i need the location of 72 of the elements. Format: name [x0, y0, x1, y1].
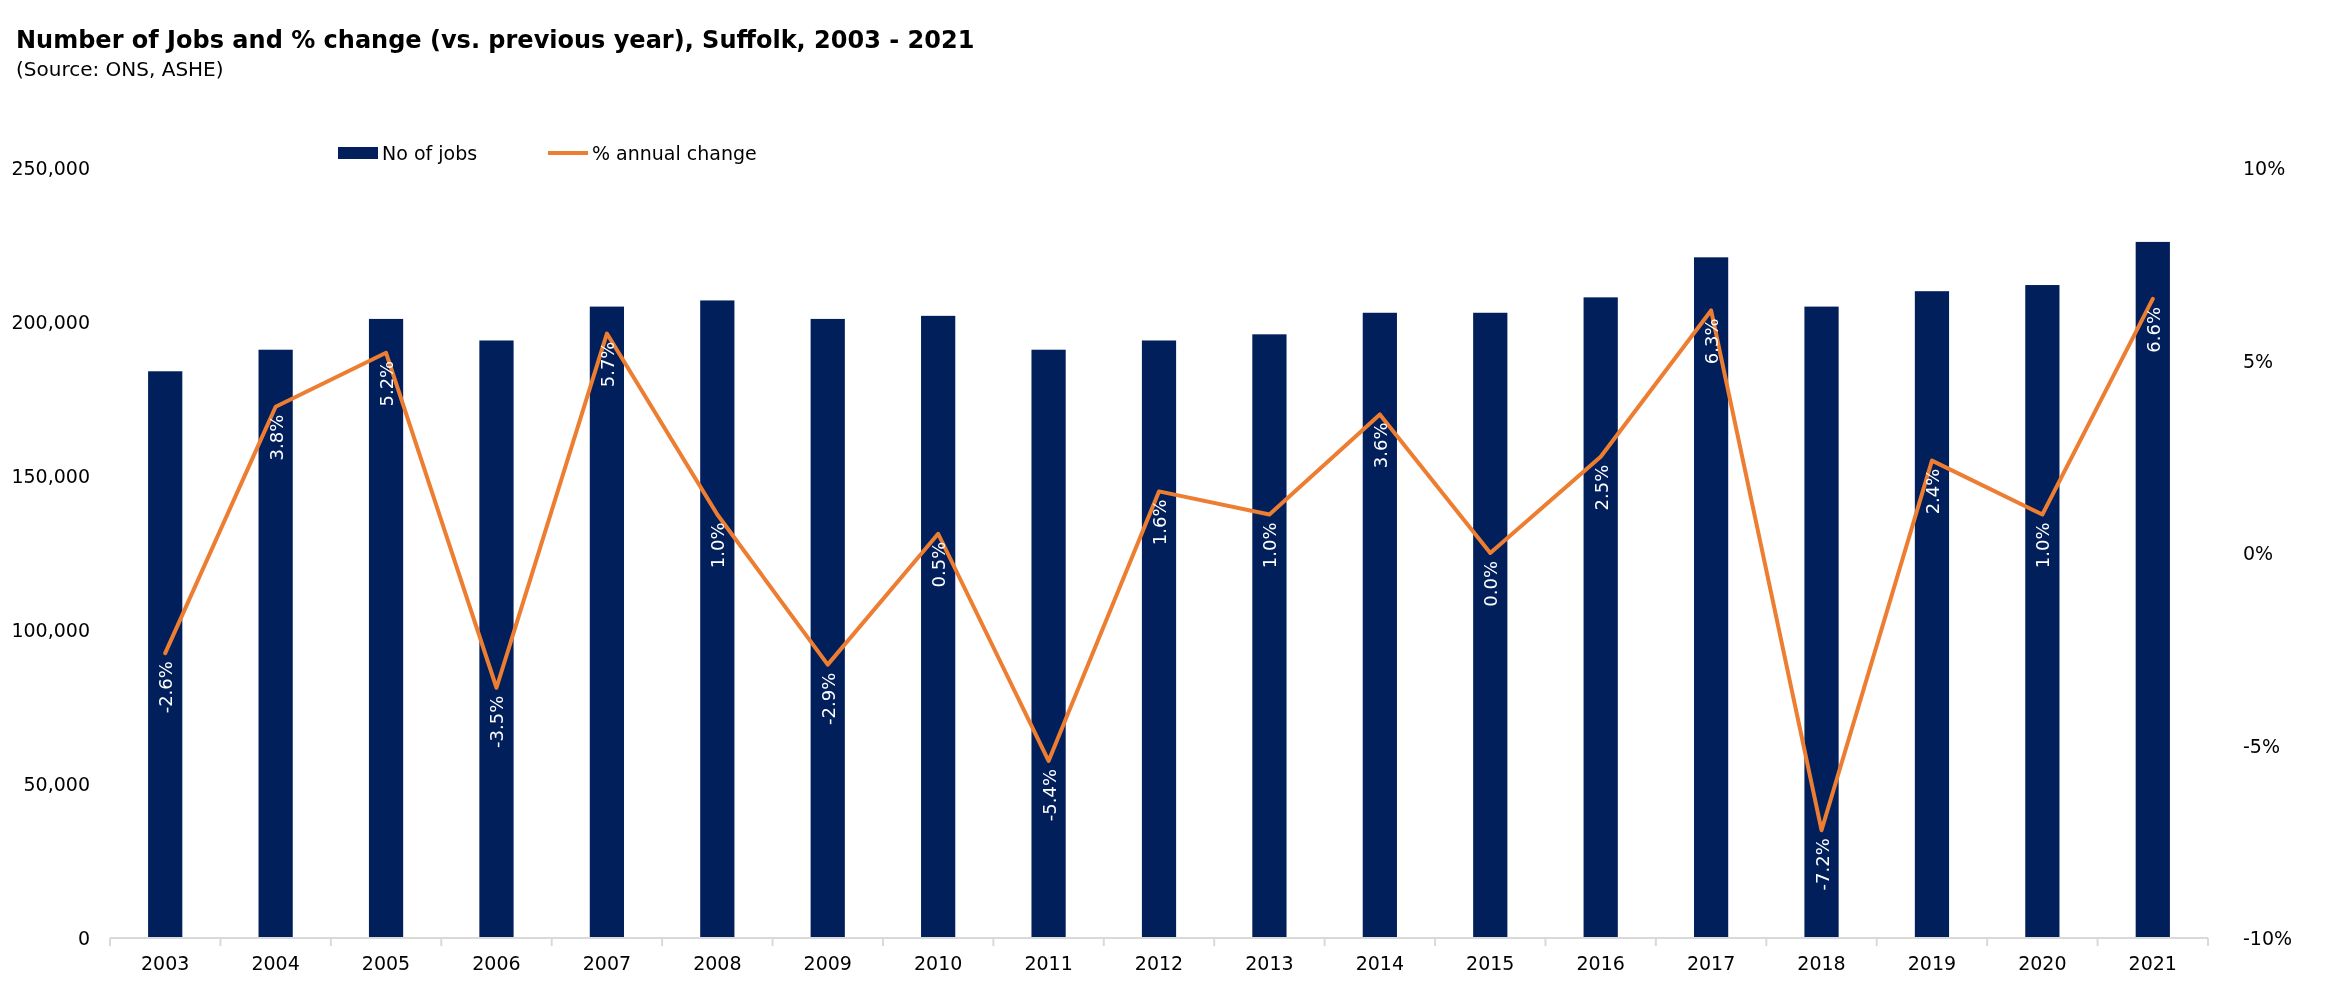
- data-label: 0.5%: [928, 541, 950, 588]
- x-tick-label: 2014: [1355, 952, 1405, 974]
- data-label: 1.0%: [2032, 522, 2054, 569]
- y-tick-label: 250,000: [11, 157, 90, 179]
- bar: [368, 318, 404, 938]
- x-tick-label: 2013: [1245, 952, 1294, 974]
- y-tick-label: 50,000: [23, 773, 90, 795]
- legend-label: No of jobs: [382, 142, 478, 164]
- data-label: -2.9%: [817, 672, 839, 725]
- data-label: 1.0%: [707, 522, 729, 569]
- x-tick-label: 2007: [582, 952, 632, 974]
- legend-label: % annual change: [592, 142, 757, 164]
- x-tick-label: 2003: [141, 952, 190, 974]
- x-tick-label: 2008: [693, 952, 742, 974]
- x-tick-label: 2012: [1134, 952, 1184, 974]
- data-label: 5.2%: [376, 360, 398, 407]
- bar: [1473, 312, 1508, 938]
- bar: [1583, 297, 1618, 938]
- data-label: -5.4%: [1038, 768, 1060, 822]
- bar: [921, 315, 956, 938]
- x-tick-label: 2004: [251, 952, 300, 974]
- bar: [810, 318, 845, 938]
- bar: [1362, 312, 1397, 938]
- y2-tick-label: 5%: [2243, 349, 2274, 372]
- bar: [148, 371, 183, 938]
- bar: [258, 349, 293, 938]
- data-label: 5.7%: [596, 341, 618, 388]
- data-label: 6.6%: [2142, 306, 2164, 353]
- bar: [700, 300, 735, 938]
- bar: [479, 340, 514, 938]
- x-tick-label: 2011: [1024, 952, 1073, 974]
- x-tick-label: 2009: [803, 952, 852, 974]
- bar: [1031, 349, 1066, 938]
- y-tick-label: 200,000: [11, 311, 90, 333]
- x-tick-label: 2021: [2128, 952, 2177, 974]
- bar: [1693, 257, 1729, 938]
- x-tick-label: 2019: [1907, 952, 1957, 974]
- data-label: 1.6%: [1149, 499, 1170, 546]
- y-tick-label: 100,000: [11, 619, 90, 641]
- x-tick-label: 2006: [472, 952, 521, 974]
- bar: [2135, 241, 2170, 938]
- data-label: 3.8%: [265, 414, 287, 461]
- data-label: -3.5%: [486, 695, 508, 748]
- data-label: 1.0%: [1259, 522, 1281, 569]
- data-label: 3.6%: [1369, 422, 1391, 469]
- x-tick-label: 2010: [913, 952, 963, 974]
- bar: [1804, 306, 1839, 938]
- bar: [2025, 285, 2060, 938]
- x-tick-label: 2017: [1686, 952, 1736, 974]
- x-tick-label: 2018: [1797, 952, 1846, 974]
- x-tick-label: 2015: [1466, 952, 1515, 974]
- chart-subtitle: (Source: ONS, ASHE): [16, 57, 224, 81]
- y2-tick-label: 10%: [2243, 157, 2286, 179]
- x-tick-label: 2020: [2018, 952, 2067, 974]
- data-label: 2.4%: [1921, 468, 1943, 515]
- x-tick-label: 2016: [1576, 952, 1625, 974]
- data-label: 6.3%: [1701, 318, 1723, 365]
- data-label: -7.2%: [1811, 838, 1833, 891]
- bar: [1914, 291, 1950, 938]
- data-label: -2.6%: [155, 661, 177, 714]
- bar: [1252, 334, 1287, 938]
- y2-tick-label: 0%: [2243, 542, 2274, 564]
- y-tick-label: 150,000: [11, 465, 90, 487]
- chart-title: Number of Jobs and % change (vs. previous year), Suffolk, 2003 - 2021: [16, 26, 975, 54]
- y2-tick-label: -10%: [2243, 927, 2293, 949]
- data-label: 2.5%: [1590, 464, 1612, 511]
- y2-tick-label: -5%: [2243, 734, 2280, 757]
- bar: [589, 306, 625, 938]
- bar: [1141, 340, 1177, 938]
- data-label: 0.0%: [1480, 561, 1502, 607]
- y-tick-label: 0: [77, 927, 90, 949]
- x-tick-label: 2005: [361, 952, 411, 974]
